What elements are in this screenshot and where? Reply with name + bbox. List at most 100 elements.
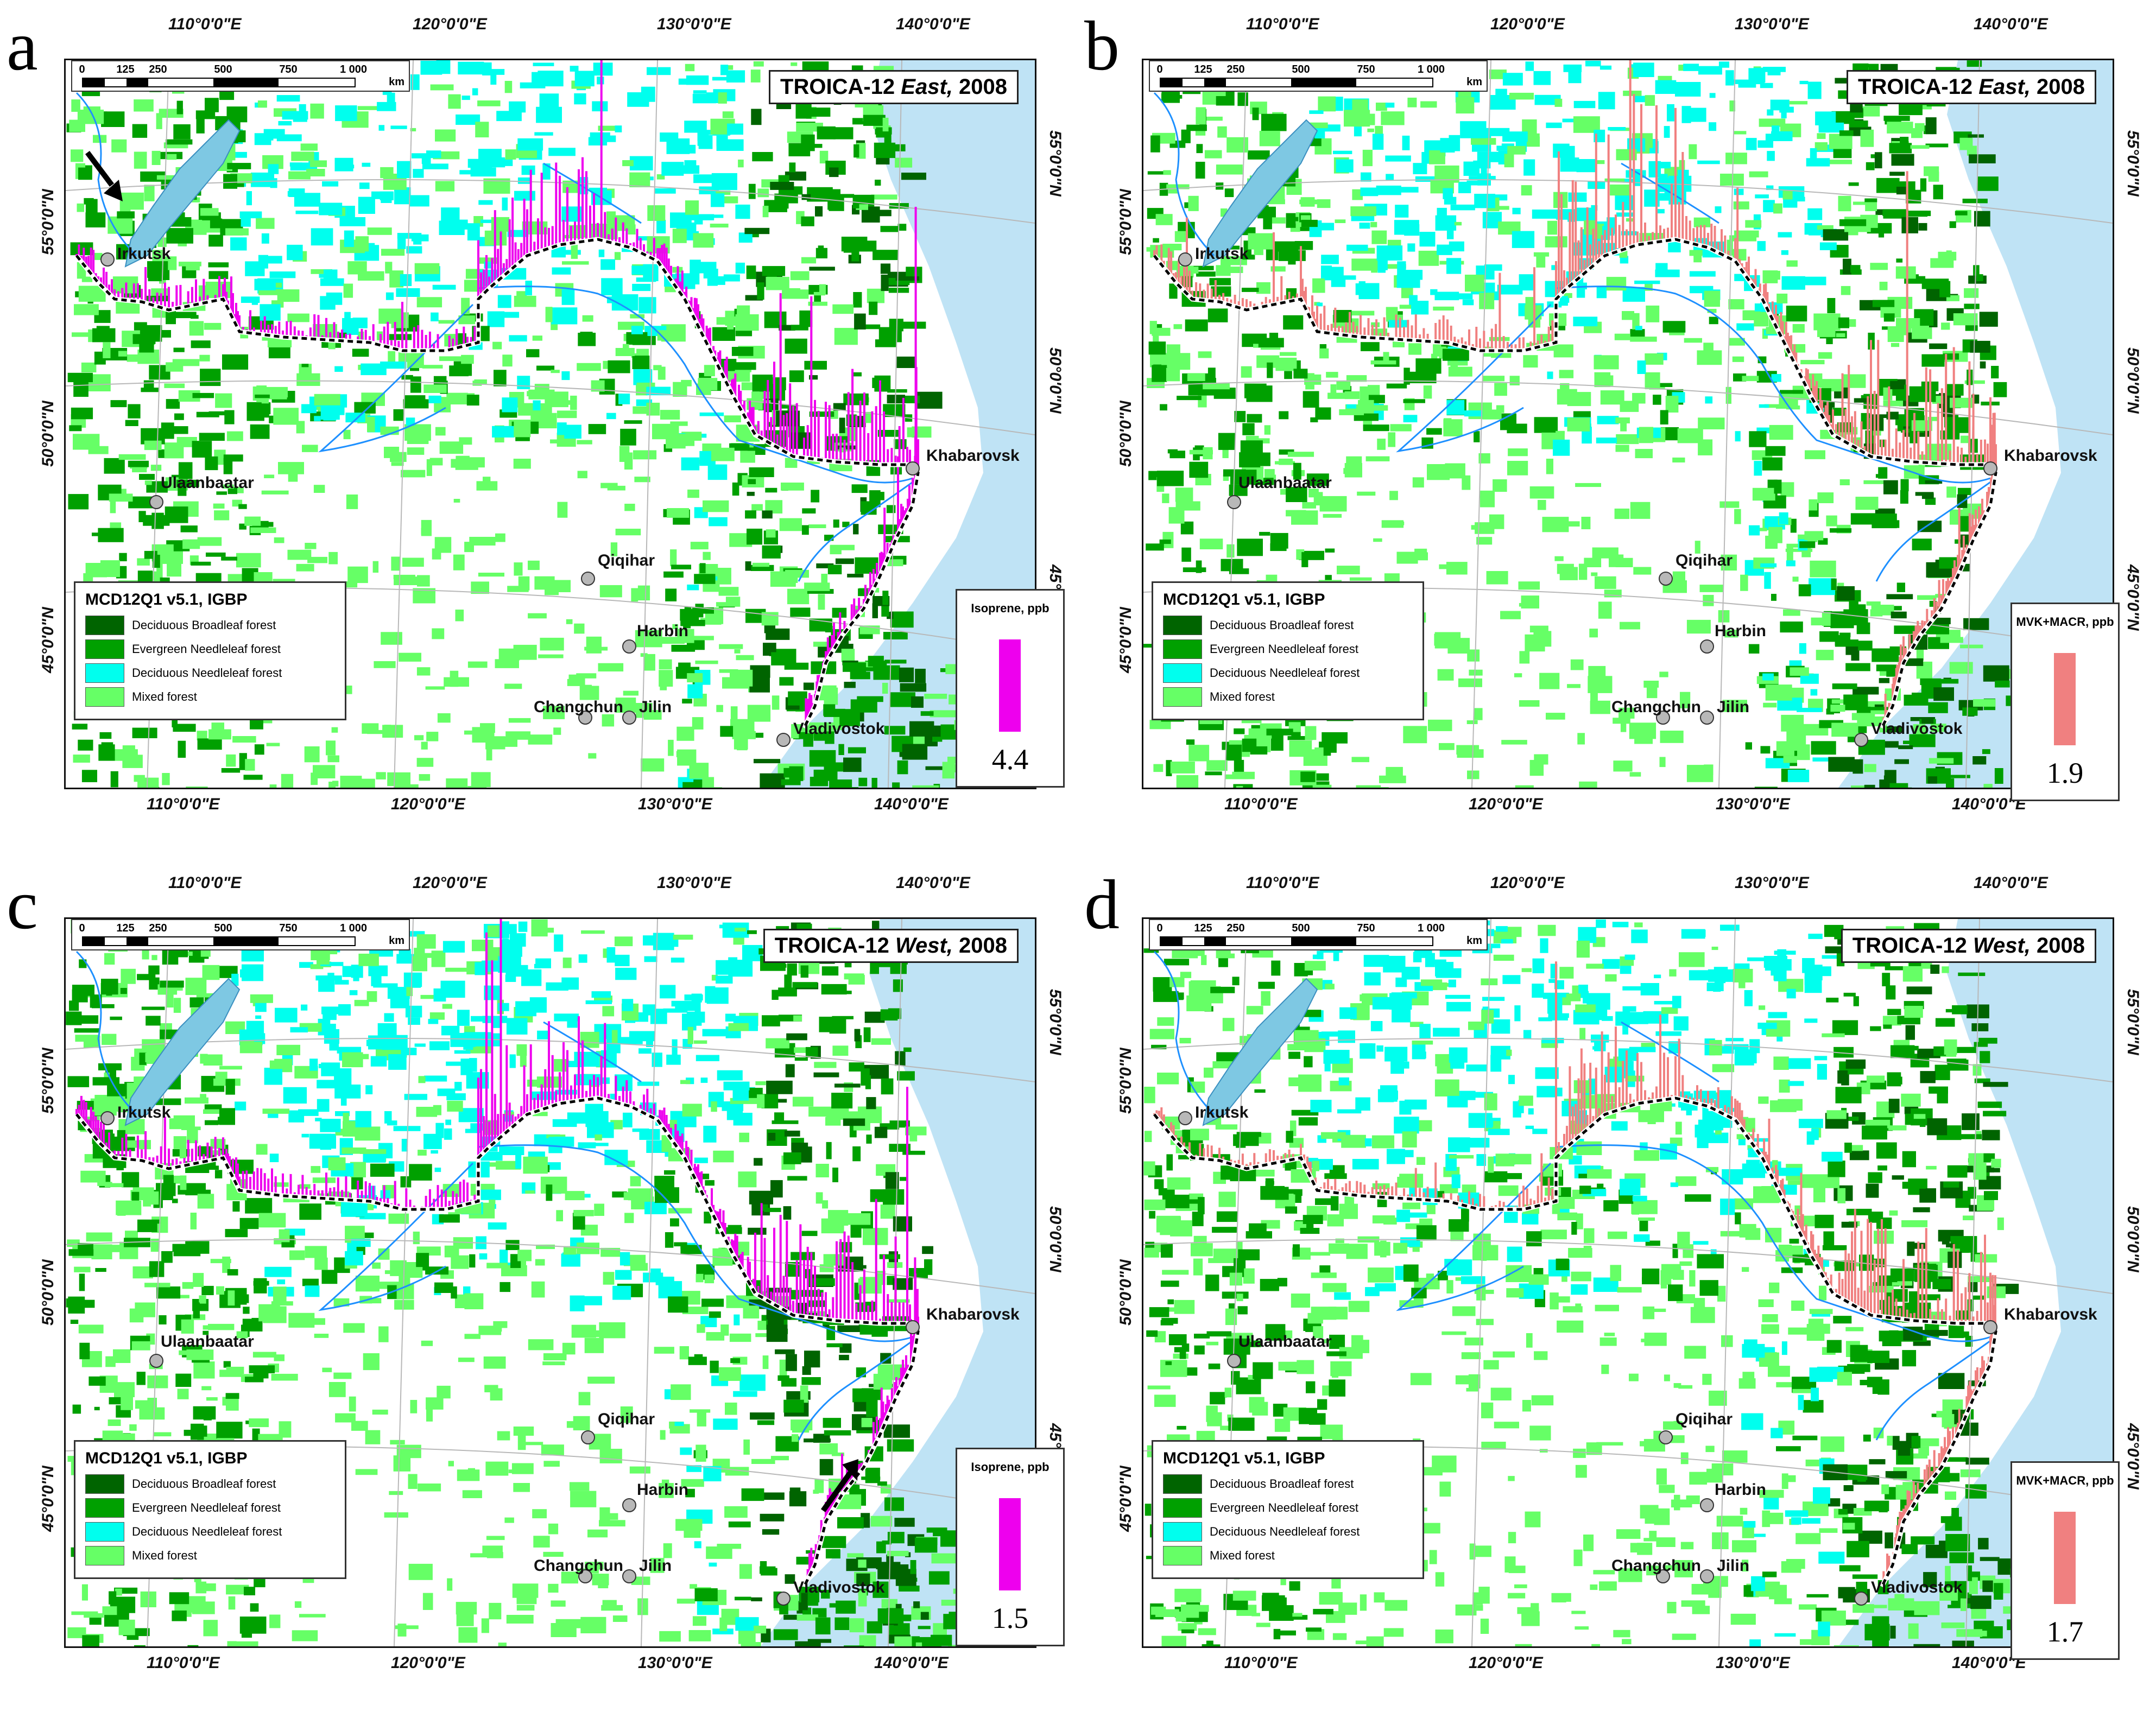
- latitude-label-right: 45°0'0"N: [2124, 565, 2142, 631]
- city-label-jilin: Jilin: [639, 1557, 672, 1575]
- concentration-label: MVK+MACR, ppb: [2016, 615, 2114, 629]
- longitude-label-bottom: 130°0'0"E: [638, 1654, 712, 1672]
- land-cover-legend: MCD12Q1 v5.1, IGBP Deciduous Broadleaf fo…: [74, 581, 346, 720]
- legend-label: Deciduous Needleleaf forest: [1210, 666, 1360, 680]
- city-label-harbin: Harbin: [637, 1481, 689, 1499]
- scale-tick: 250: [1226, 922, 1245, 934]
- scale-segment: [83, 79, 105, 86]
- city-marker: [1983, 461, 1997, 476]
- concentration-max-value: 4.4: [991, 743, 1029, 776]
- city-label-vladivostok: Vladivostok: [1871, 1578, 1963, 1596]
- city-marker: [578, 1569, 592, 1583]
- panel-title: TROICA-12 East, 2008: [1847, 70, 2096, 104]
- city-label-jilin: Jilin: [639, 698, 672, 716]
- city-marker: [581, 1430, 595, 1444]
- train-route: [75, 1096, 920, 1588]
- map-panel-b: b 110°0'0"E 110°0'0"E 120°0'0"E 120°0'0"E 130…: [1078, 0, 2155, 859]
- scale-segment: [148, 79, 213, 86]
- legend-swatch: [1163, 616, 1202, 635]
- scale-unit: km: [389, 76, 404, 88]
- longitude-label-top: 130°0'0"E: [657, 15, 731, 33]
- map-area: Irkutsk Ulaanbaatar Qiqihar Harbin Changchun…: [64, 917, 1036, 1648]
- longitude-label-bottom: 120°0'0"E: [1469, 795, 1543, 813]
- city-label-changchun: Changchun: [534, 1557, 623, 1575]
- legend-item: Mixed forest: [85, 687, 335, 707]
- legend-item: Mixed forest: [85, 1546, 335, 1565]
- arrow-head: [104, 180, 123, 201]
- latitude-label-right: 50°0'0"N: [1046, 347, 1064, 414]
- land-cover-legend: MCD12Q1 v5.1, IGBP Deciduous Broadleaf fo…: [1152, 1440, 1424, 1579]
- legend-swatch: [85, 1498, 124, 1518]
- city-label-changchun: Changchun: [1611, 1557, 1701, 1575]
- scale-unit: km: [389, 935, 404, 947]
- concentration-label: MVK+MACR, ppb: [2016, 1474, 2114, 1487]
- legend-item: Evergreen Needleleaf forest: [1163, 1498, 1413, 1518]
- scale-segment: [1356, 79, 1432, 86]
- longitude-label-bottom: 110°0'0"E: [1224, 795, 1298, 813]
- city-label-irkutsk: Irkutsk: [117, 1104, 171, 1121]
- scale-segment: [1291, 79, 1356, 86]
- graticule: [66, 60, 1035, 788]
- title-year: 2008: [2037, 75, 2085, 99]
- scale-tick: 1 000: [1417, 64, 1445, 75]
- legend-label: Deciduous Needleleaf forest: [132, 666, 282, 680]
- longitude-label-top: 140°0'0"E: [896, 874, 970, 892]
- scale-tick: 125: [116, 922, 135, 934]
- latitude-label-right: 55°0'0"N: [2124, 989, 2142, 1055]
- legend-label: Deciduous Needleleaf forest: [132, 1525, 282, 1538]
- scale-tick: 0: [1156, 64, 1163, 75]
- latitude-label-left: 50°0'0"N: [1117, 1259, 1135, 1326]
- scale-segment: [279, 79, 355, 86]
- scale-tick-labels: 0 125 250 500 750 1 000: [1155, 922, 1481, 936]
- panel-letter: a: [7, 7, 38, 85]
- title-year: 2008: [959, 934, 1007, 958]
- rivers: [75, 92, 919, 582]
- city-label-harbin: Harbin: [1715, 1481, 1767, 1499]
- city-marker: [149, 1354, 163, 1368]
- legend-swatch: [1163, 1522, 1202, 1542]
- latitude-label-left: 45°0'0"N: [1117, 607, 1135, 673]
- scale-segment: [1226, 937, 1291, 945]
- city-marker: [1700, 1498, 1714, 1512]
- city-marker: [1854, 1592, 1868, 1606]
- city-marker: [1700, 711, 1714, 725]
- title-direction: West,: [895, 934, 959, 958]
- latitude-label-left: 50°0'0"N: [1117, 401, 1135, 467]
- latitude-label-right: 50°0'0"N: [2124, 1206, 2142, 1272]
- city-label-irkutsk: Irkutsk: [1195, 245, 1249, 263]
- city-label-vladivostok: Vladivostok: [1871, 720, 1963, 738]
- scale-segment: [279, 937, 355, 945]
- concentration-scale-box: Isoprene, ppb 1.5: [956, 1448, 1065, 1646]
- lake-baikal: [1202, 119, 1318, 268]
- panel-letter: c: [7, 866, 38, 944]
- legend-swatch: [1163, 663, 1202, 683]
- panel-letter: d: [1084, 866, 1120, 944]
- latitude-label-right: 55°0'0"N: [1046, 130, 1064, 196]
- scale-tick: 250: [149, 64, 167, 75]
- latitude-label-left: 55°0'0"N: [1117, 1048, 1135, 1114]
- scale-tick: 500: [1292, 922, 1310, 934]
- map-panel-a: a 110°0'0"E 110°0'0"E 120°0'0"E 120°0'0"E 130…: [0, 0, 1078, 859]
- scale-tick-labels: 0 125 250 500 750 1 000: [1155, 64, 1481, 78]
- legend-label: Evergreen Needleleaf forest: [1210, 642, 1358, 656]
- legend-item: Deciduous Needleleaf forest: [1163, 1522, 1413, 1542]
- scale-tick: 250: [149, 922, 167, 934]
- legend-item: Deciduous Broadleaf forest: [1163, 616, 1413, 635]
- map-canvas: [66, 60, 1035, 788]
- city-marker: [776, 1592, 791, 1606]
- title-campaign: TROICA-12: [780, 75, 901, 99]
- longitude-label-top: 140°0'0"E: [1974, 874, 2048, 892]
- city-marker: [1656, 1569, 1670, 1583]
- latitude-label-left: 50°0'0"N: [39, 1259, 57, 1326]
- map-area: Irkutsk Ulaanbaatar Qiqihar Harbin Changchun…: [64, 59, 1036, 789]
- latitude-label-right: 55°0'0"N: [2124, 130, 2142, 196]
- city-label-ulaanbaatar: Ulaanbaatar: [1238, 1333, 1332, 1351]
- city-label-vladivostok: Vladivostok: [793, 1578, 885, 1596]
- longitude-label-top: 130°0'0"E: [1735, 15, 1809, 33]
- legend-item: Evergreen Needleleaf forest: [85, 1498, 335, 1518]
- longitude-label-bottom: 130°0'0"E: [1716, 795, 1790, 813]
- latitude-label-right: 45°0'0"N: [2124, 1423, 2142, 1489]
- legend-title: MCD12Q1 v5.1, IGBP: [85, 591, 248, 608]
- city-label-jilin: Jilin: [1717, 1557, 1750, 1575]
- rivers: [75, 950, 919, 1441]
